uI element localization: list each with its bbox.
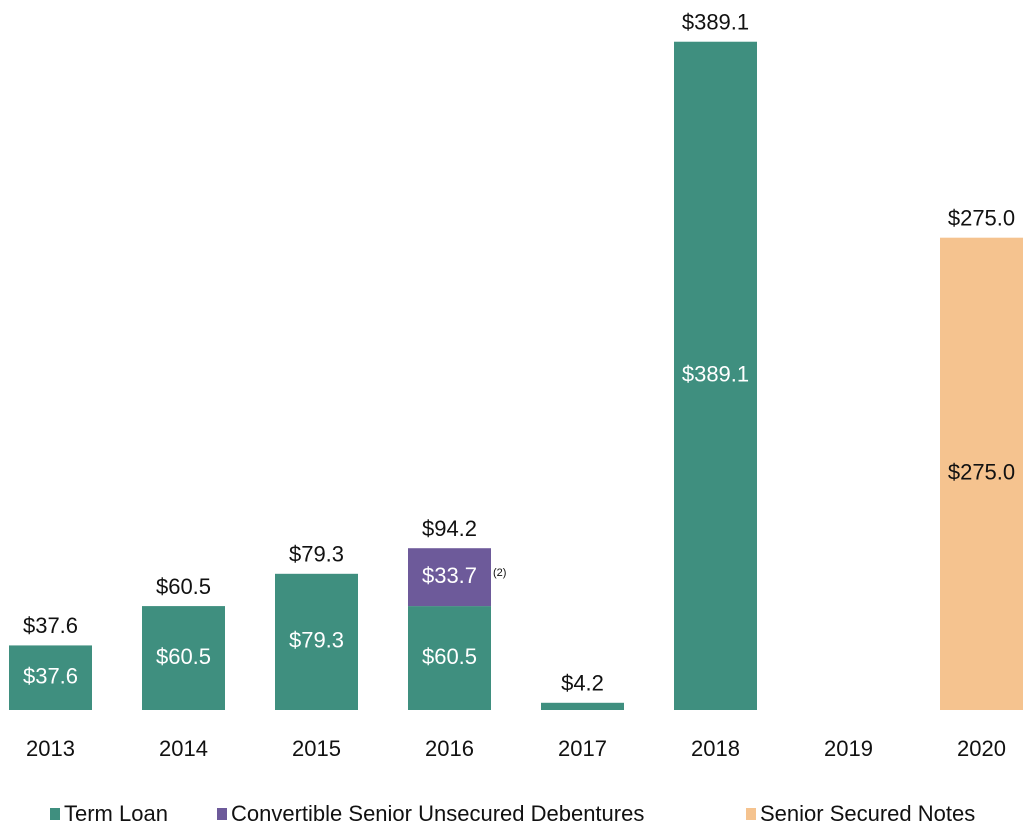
x-tick-label: 2013 bbox=[26, 736, 75, 761]
legend-label: Term Loan bbox=[64, 801, 168, 826]
x-tick-label: 2017 bbox=[558, 736, 607, 761]
total-label: $275.0 bbox=[948, 206, 1015, 231]
legend-swatch bbox=[50, 808, 60, 820]
bar-segment bbox=[9, 645, 92, 710]
total-label: $389.1 bbox=[682, 10, 749, 35]
bar-segment bbox=[541, 702, 624, 710]
total-label: $60.5 bbox=[156, 574, 211, 599]
legend-label: Senior Secured Notes bbox=[760, 801, 975, 826]
segment-label: $33.7 bbox=[422, 563, 477, 588]
x-tick-label: 2018 bbox=[691, 736, 740, 761]
bar-segment bbox=[408, 548, 491, 607]
x-tick-label: 2016 bbox=[425, 736, 474, 761]
x-tick-label: 2020 bbox=[957, 736, 1006, 761]
x-tick-label: 2015 bbox=[292, 736, 341, 761]
segment-label: $79.3 bbox=[289, 628, 344, 653]
total-label: $94.2 bbox=[422, 516, 477, 541]
total-label: $79.3 bbox=[289, 542, 344, 567]
bar-segment bbox=[142, 606, 225, 710]
segment-label: $275.0 bbox=[948, 460, 1015, 485]
bar-segment bbox=[674, 41, 757, 710]
legend-label: Convertible Senior Unsecured Debentures bbox=[231, 801, 644, 826]
bar-segment bbox=[275, 573, 358, 710]
segment-label: $389.1 bbox=[682, 362, 749, 387]
footnote-mark: (2) bbox=[493, 567, 506, 579]
segment-label: $60.5 bbox=[156, 644, 211, 669]
segment-label: $60.5 bbox=[422, 644, 477, 669]
legend-swatch bbox=[217, 808, 227, 820]
total-label: $37.6 bbox=[23, 613, 78, 638]
bar-segment bbox=[408, 606, 491, 710]
bar-segment bbox=[940, 237, 1023, 710]
segment-label: $37.6 bbox=[23, 664, 78, 689]
x-tick-label: 2014 bbox=[159, 736, 208, 761]
legend-swatch bbox=[746, 808, 756, 820]
total-label: $4.2 bbox=[561, 671, 604, 696]
x-tick-label: 2019 bbox=[824, 736, 873, 761]
